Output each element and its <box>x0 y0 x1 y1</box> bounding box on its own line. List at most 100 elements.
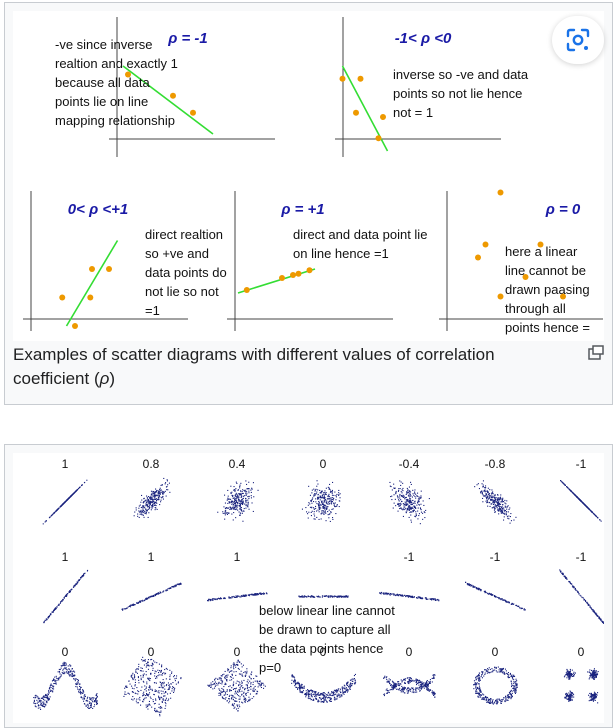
cloud-row3-c1 <box>33 662 98 710</box>
annotation-line-5-5: points hence = <box>505 320 590 335</box>
data-point-5-3 <box>475 255 481 261</box>
annotation-line-4-1: direct and data point lie <box>293 227 427 242</box>
annotation-line-1-1: -ve since inverse <box>55 37 153 52</box>
data-point-5-1 <box>498 190 504 196</box>
cloud-row3-c5 <box>383 674 436 698</box>
grid-annotation-line-2: be drawn to capture all <box>259 622 391 637</box>
data-point-1-3 <box>190 110 196 116</box>
grid-annotation-line-1: below linear line cannot <box>259 603 395 618</box>
grid-label-r1-c7: -1 <box>576 457 587 471</box>
figure-caption: Examples of scatter diagrams with differ… <box>13 343 573 391</box>
data-point-1-2 <box>170 93 176 99</box>
annotation-line-5-1: here a linear <box>505 244 578 259</box>
data-point-3-5 <box>72 323 78 329</box>
panel-title-3: 0< ρ <+1 <box>68 201 128 218</box>
caption-text: Examples of scatter diagrams with differ… <box>13 345 495 388</box>
grid-label-r3-c1: 0 <box>62 645 69 659</box>
data-point-2-5 <box>376 135 382 141</box>
data-point-4-1 <box>244 287 250 293</box>
data-point-3-3 <box>106 266 112 272</box>
scatter-panel-1: ρ = -1 -ve since inverse realtion and exac… <box>55 17 275 157</box>
grid-label-r2-c7: -1 <box>576 550 587 564</box>
grid-label-r2-c3: 1 <box>234 550 241 564</box>
data-point-2-3 <box>353 110 359 116</box>
panel-title-5: ρ = 0 <box>545 201 581 218</box>
annotation-line-2-3: not = 1 <box>393 105 433 120</box>
annotation-line-1-2: realtion and exactly 1 <box>55 56 178 71</box>
data-point-3-1 <box>59 295 65 301</box>
grid-label-r1-c1: 1 <box>62 457 69 471</box>
grid-label-r2-c1: 1 <box>62 550 69 564</box>
figure-card-top: ρ = -1 -ve since inverse realtion and exac… <box>4 2 613 405</box>
annotation-line-2-1: inverse so -ve and data <box>393 67 529 82</box>
cloud-row3-c3 <box>207 660 266 712</box>
expand-icon[interactable] <box>588 345 604 361</box>
scatter-examples-svg: ρ = -1 -ve since inverse realtion and exac… <box>13 11 604 341</box>
grid-label-r3-c7: 0 <box>578 645 585 659</box>
grid-annotation-line-3: the data points hence <box>259 641 383 656</box>
cloud-row1-c5 <box>389 480 430 524</box>
cloud-row2-c7 <box>559 569 604 624</box>
grid-label-r3-c5: 0 <box>406 645 413 659</box>
cloud-row1-c4 <box>302 480 341 522</box>
cloud-row2-c2 <box>122 583 182 611</box>
cloud-row3-c7 <box>564 668 599 703</box>
data-point-2-1 <box>340 76 346 82</box>
cloud-row2-c5 <box>379 592 439 601</box>
annotation-line-5-4: through all <box>505 301 566 316</box>
annotation-line-2-2: points so not lie hence <box>393 86 522 101</box>
data-point-4-4 <box>296 271 302 277</box>
cloud-row1-c2 <box>134 478 171 518</box>
annotation-line-3-3: data points do <box>145 265 227 280</box>
cloud-row3-c2 <box>123 657 181 717</box>
annotation-line-1-5: mapping relationship <box>55 113 175 128</box>
annotation-line-1-3: because all data <box>55 75 150 90</box>
panel-title-1: ρ = -1 <box>167 30 208 47</box>
grid-label-r1-c4: 0 <box>320 457 327 471</box>
annotation-line-5-3: drawn paasing <box>505 282 590 297</box>
panel-title-4: ρ = +1 <box>280 201 324 218</box>
grid-label-r2-c5: -1 <box>404 550 415 564</box>
scatter-examples-plot: ρ = -1 -ve since inverse realtion and exac… <box>13 11 604 341</box>
data-point-4-2 <box>279 275 285 281</box>
lens-icon <box>565 27 591 53</box>
annotation-line-3-5: =1 <box>145 303 160 318</box>
cloud-row2-c1 <box>43 570 88 623</box>
data-point-4-5 <box>307 267 313 273</box>
data-point-2-2 <box>358 76 364 82</box>
annotation-line-3-1: direct realtion <box>145 227 223 242</box>
grid-label-r2-c6: -1 <box>490 550 501 564</box>
data-point-3-2 <box>89 266 95 272</box>
cloud-row1-c3 <box>217 480 258 521</box>
grid-label-r1-c2: 0.8 <box>143 457 160 471</box>
fit-line-3 <box>67 241 118 327</box>
grid-label-r2-c2: 1 <box>148 550 155 564</box>
cloud-row1-c7 <box>560 480 602 522</box>
data-point-5-2 <box>483 242 489 248</box>
cloud-row3-c6 <box>473 667 518 705</box>
cloud-row2-c6 <box>465 582 526 611</box>
cloud-row2-c4 <box>298 595 348 598</box>
lens-button[interactable] <box>552 16 604 64</box>
grid-annotation-line-4: p=0 <box>259 660 281 675</box>
cloud-row3-c4 <box>291 674 356 703</box>
grid-label-r3-c3: 0 <box>234 645 241 659</box>
panel-title-2: -1< ρ <0 <box>395 30 452 47</box>
data-point-2-4 <box>380 114 386 120</box>
scatter-panel-2: -1< ρ <0 inverse so -ve and data points so… <box>335 17 529 157</box>
grid-label-r1-c5: -0.4 <box>399 457 420 471</box>
grid-label-r1-c6: -0.8 <box>485 457 506 471</box>
data-point-5-6 <box>498 294 504 300</box>
data-point-4-3 <box>290 272 296 278</box>
annotation-line-5-2: line cannot be <box>505 263 586 278</box>
annotation-line-5-6: 0 <box>505 339 512 341</box>
annotation-line-3-4: not lie so not <box>145 284 219 299</box>
cloud-row1-c6 <box>474 480 516 523</box>
caption-end: ) <box>109 369 115 388</box>
scatter-panel-5: ρ = 0 here a linear line cannot be drawn pa… <box>439 190 603 342</box>
